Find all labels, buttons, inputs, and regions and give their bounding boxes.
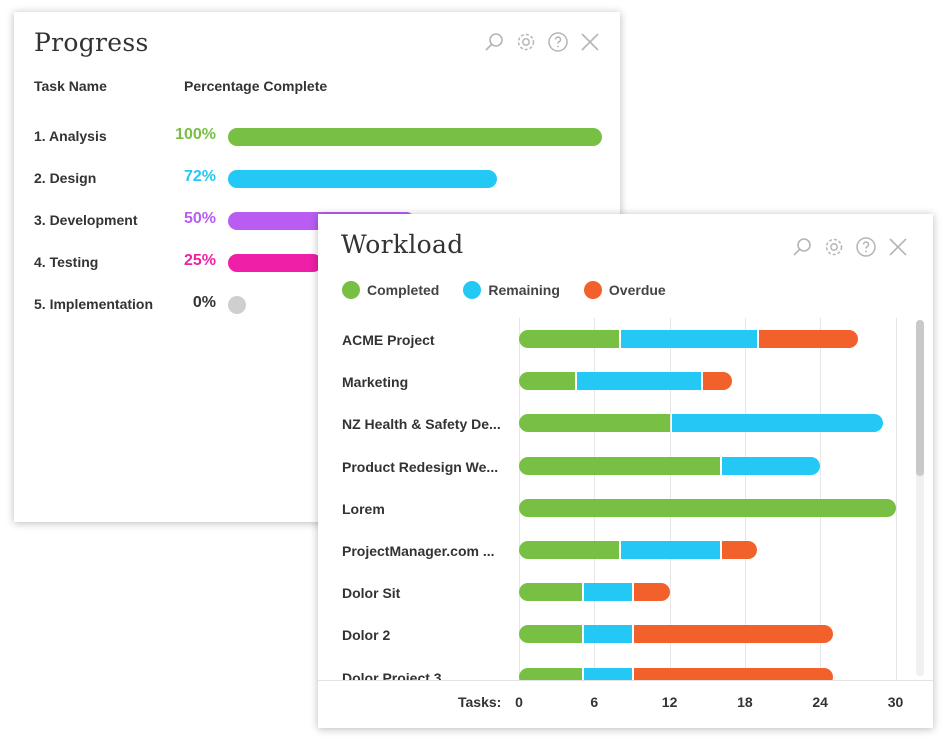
task-name: 1. Analysis [34,128,107,144]
legend-label-remaining: Remaining [488,282,560,298]
x-tick-label: 6 [590,694,599,710]
workload-chart: ACME Project Marketing NZ Health & Safety … [318,314,918,680]
bar-segment-completed[interactable] [519,330,620,348]
bar-segment-remaining[interactable] [621,541,720,559]
percent-label: 100% [175,126,216,143]
gridline [895,318,897,680]
workload-row[interactable]: Product Redesign We... [318,456,918,483]
bar-segment-overdue[interactable] [721,541,758,559]
progress-title: Progress [34,28,149,57]
bar-segment-remaining[interactable] [583,625,632,644]
progress-row[interactable]: 4. Testing 25% [14,250,620,278]
scrollbar[interactable] [916,320,924,676]
project-name: Dolor Sit [342,585,401,602]
workload-panel: Workload Completed Remaining Overdue ACM… [318,214,933,728]
close-icon[interactable] [578,30,602,54]
legend-label-overdue: Overdue [608,282,666,298]
task-name: 5. Implementation [34,296,154,312]
bar-segment-overdue[interactable] [633,625,833,644]
bar-segment-completed[interactable] [519,372,576,391]
progress-bar [228,254,322,272]
legend-label-completed: Completed [367,282,440,298]
x-tick-label: 30 [887,694,904,710]
workload-row[interactable]: Marketing [318,372,918,398]
progress-row[interactable]: 5. Implementation 0% [14,292,620,320]
task-name: 4. Testing [34,254,99,270]
legend-overdue[interactable]: Overdue [583,281,666,299]
project-name: ACME Project [342,332,435,348]
bar-segment-remaining[interactable] [583,667,632,680]
progress-row[interactable]: 2. Design 72% [14,166,620,194]
workload-title: Workload [341,230,464,259]
progress-controls [482,30,602,54]
x-tick-label: 12 [661,694,678,710]
bar-segment-remaining[interactable] [721,456,821,475]
project-name: Lorem [342,500,385,517]
workload-row[interactable]: Dolor 2 [318,625,918,651]
percent-label: 72% [183,168,216,185]
bar-segment-completed[interactable] [519,541,620,559]
bar-segment-overdue[interactable] [633,667,833,680]
legend-remaining[interactable]: Remaining [463,281,560,299]
project-name: ProjectManager.com ... [342,543,495,559]
task-name: 3. Development [34,212,138,228]
project-name: Dolor Project 3 [342,669,442,680]
search-icon[interactable] [482,30,506,54]
search-icon[interactable] [790,235,814,259]
workload-row[interactable]: Dolor Sit [318,583,918,609]
percent-label: 25% [183,252,216,269]
gear-icon[interactable] [822,235,846,259]
percent-label: 50% [183,210,216,227]
scrollbar-thumb[interactable] [916,320,924,476]
progress-bar-empty [228,296,246,314]
workload-controls [790,235,910,259]
x-axis-label: Tasks: [458,694,502,710]
task-name: 2. Design [34,170,97,186]
workload-row[interactable]: Lorem [318,498,918,525]
bar-segment-completed[interactable] [519,414,670,433]
bar-segment-remaining[interactable] [583,583,632,602]
project-name: Marketing [342,374,409,391]
legend-dot-remaining [463,281,482,299]
project-name: NZ Health & Safety De... [342,416,501,433]
workload-row[interactable]: NZ Health & Safety De... [318,414,918,440]
legend-completed[interactable]: Completed [342,281,439,299]
x-tick-label: 0 [515,694,523,710]
bar-segment-overdue[interactable] [759,330,858,348]
project-name: Dolor 2 [342,627,391,644]
gear-icon[interactable] [514,30,538,54]
workload-row[interactable]: Dolor Project 3 [318,667,918,680]
percent-label: 0% [192,294,216,311]
progress-bar [228,170,498,188]
workload-row[interactable]: ACME Project [318,330,918,356]
progress-bar [228,128,602,146]
bar-segment-remaining[interactable] [621,330,758,348]
bar-segment-overdue[interactable] [633,583,670,602]
legend-dot-overdue [583,281,602,299]
bar-segment-completed[interactable] [519,583,582,602]
bar-segment-completed[interactable] [519,456,720,475]
bar-segment-completed[interactable] [519,625,582,644]
workload-row[interactable]: ProjectManager.com ... [318,541,918,567]
x-tick-label: 18 [737,694,753,710]
task-name-header: Task Name [34,78,107,94]
legend-dot-completed [342,281,360,299]
help-icon[interactable] [546,30,570,54]
gridline [519,318,520,680]
help-icon[interactable] [854,235,878,259]
bar-segment-remaining[interactable] [577,372,701,391]
bar-segment-remaining[interactable] [671,414,883,433]
close-icon[interactable] [886,235,910,259]
bar-segment-completed[interactable] [519,667,582,680]
bar-segment-overdue[interactable] [702,372,733,391]
x-tick-label: 24 [812,694,828,710]
percentage-header: Percentage Complete [184,78,328,94]
legend: Completed Remaining Overdue [342,281,666,299]
progress-row[interactable]: 1. Analysis 100% [14,124,620,152]
project-name: Product Redesign We... [342,458,499,475]
bar-segment-completed[interactable] [519,498,896,517]
x-axis-line [318,680,933,681]
